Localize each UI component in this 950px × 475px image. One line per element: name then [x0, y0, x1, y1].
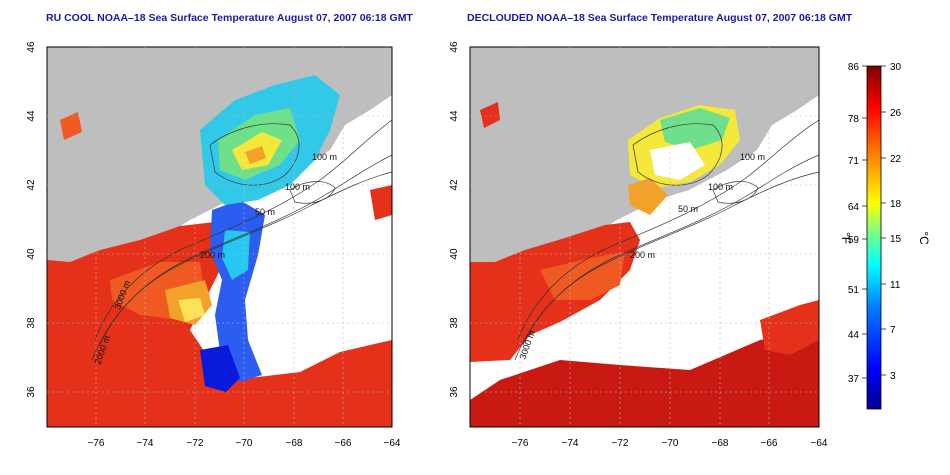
colorbar: 86 78 71 64 59 51 44 37 30 26 22 18 15 1… [839, 62, 931, 410]
y-tick-label: 46 [26, 41, 37, 53]
x-tick-label: −66 [335, 438, 352, 449]
y-tick-label: 42 [449, 179, 460, 191]
x-tick-label: −70 [662, 438, 679, 449]
colorbar-f-tick: 51 [848, 285, 860, 296]
colorbar-f-tick: 64 [848, 202, 860, 213]
contour-label: 100 m [740, 152, 765, 162]
x-tick-label: −64 [811, 438, 828, 449]
colorbar-f-label: °F [839, 232, 853, 244]
colorbar-c-tick: 26 [890, 108, 902, 119]
x-tick-label: −68 [712, 438, 729, 449]
x-tick-label: −72 [187, 438, 204, 449]
contour-label: 100 m [285, 182, 310, 192]
right-map-plot: 100 m 100 m 50 m 200 m 3000 m −76 −74 −7… [449, 41, 828, 449]
right-map-title: DECLOUDED NOAA–18 Sea Surface Temperatur… [467, 12, 853, 24]
x-tick-label: −76 [88, 438, 105, 449]
colorbar-c-tick: 30 [890, 62, 902, 73]
contour-label: 200 m [200, 250, 225, 260]
colorbar-c-tick: 11 [890, 280, 901, 291]
x-tick-label: −74 [562, 438, 579, 449]
contour-label: 200 m [630, 250, 655, 260]
colorbar-c-tick: 7 [890, 325, 896, 336]
left-map-title: RU COOL NOAA–18 Sea Surface Temperature … [46, 12, 413, 24]
colorbar-c-tick: 18 [890, 199, 902, 210]
y-tick-label: 46 [449, 41, 460, 53]
colorbar-c-label: °C [917, 231, 931, 245]
y-tick-label: 36 [449, 386, 460, 398]
contour-label: 50 m [255, 207, 275, 217]
y-tick-label: 42 [26, 179, 37, 191]
cloud-area [262, 225, 350, 310]
colorbar-c-tick: 3 [890, 371, 896, 382]
contour-label: 100 m [312, 152, 337, 162]
colorbar-f-tick: 71 [848, 156, 860, 167]
y-tick-label: 40 [26, 248, 37, 260]
contour-label: 100 m [708, 182, 733, 192]
y-tick-label: 38 [449, 317, 460, 329]
x-tick-label: −70 [236, 438, 253, 449]
y-tick-label: 44 [26, 110, 37, 122]
y-tick-label: 36 [26, 386, 37, 398]
right-grid [470, 47, 819, 427]
x-tick-label: −72 [612, 438, 629, 449]
y-tick-label: 38 [26, 317, 37, 329]
colorbar-f-tick: 37 [848, 374, 860, 385]
x-tick-label: −64 [384, 438, 401, 449]
colorbar-f-tick: 78 [848, 114, 860, 125]
left-map-plot: 100 m 100 m 50 m 200 m 3000 m 2000 m −76… [26, 41, 401, 449]
colorbar-f-tick: 44 [848, 330, 860, 341]
x-tick-label: −76 [512, 438, 529, 449]
y-tick-label: 40 [449, 248, 460, 260]
x-tick-label: −74 [137, 438, 154, 449]
colorbar-c-tick: 22 [890, 154, 902, 165]
contour-label: 50 m [678, 204, 698, 214]
colorbar-f-tick: 59 [848, 235, 860, 246]
colorbar-f-tick: 86 [848, 62, 860, 73]
x-tick-label: −68 [286, 438, 303, 449]
colorbar-gradient [866, 65, 882, 410]
x-tick-label: −66 [761, 438, 778, 449]
left-grid [47, 47, 392, 427]
y-tick-label: 44 [449, 110, 460, 122]
colorbar-c-tick: 15 [890, 234, 902, 245]
